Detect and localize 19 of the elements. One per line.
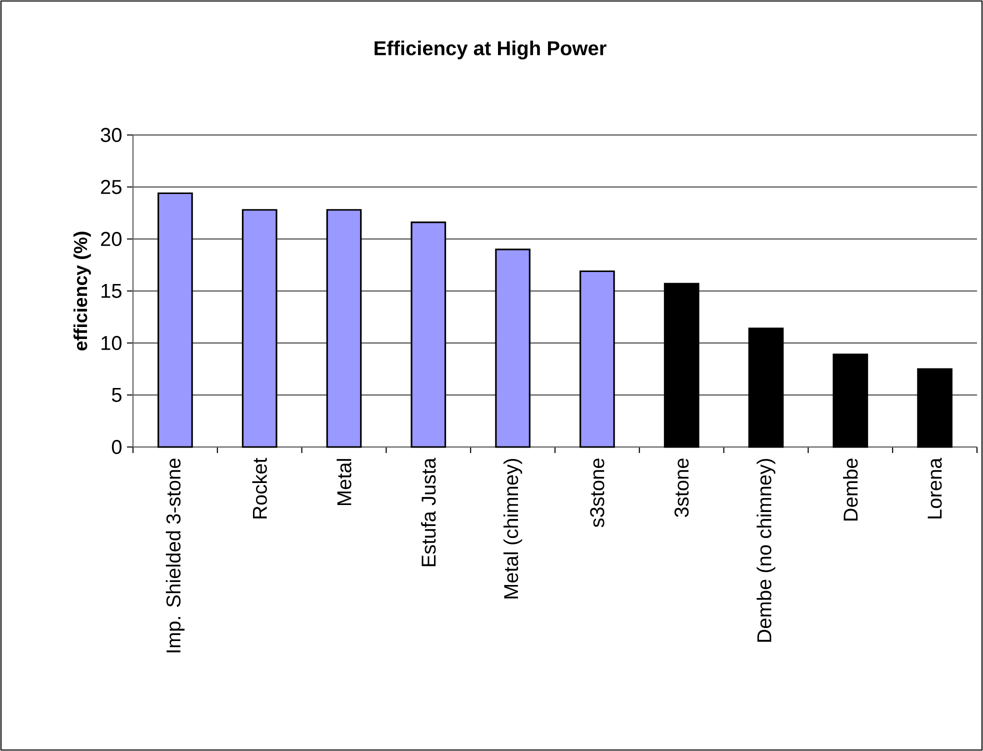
x-tick-label: Metal (chimney)	[503, 458, 522, 598]
y-tick-label: 25	[101, 180, 122, 194]
x-tick-label: Lorena	[928, 458, 942, 518]
x-tick-label: Dembe (no chimney)	[756, 459, 776, 642]
y-tick-label: 15	[102, 284, 122, 298]
chart-title: Efficiency at High Power	[374, 40, 606, 60]
x-tick-label: Dembe	[843, 458, 858, 521]
x-tick-label: Metal	[336, 459, 352, 505]
x-tick-label: Rocket	[252, 458, 267, 518]
y-tick-label: 20	[101, 232, 122, 246]
x-tick-label: Imp. Shielded 3-stone	[166, 458, 185, 652]
y-tick-label: 30	[100, 128, 122, 142]
x-tick-label: Estufa Justa	[421, 458, 436, 566]
y-tick-label: 10	[102, 336, 122, 350]
y-tick-label: 0	[112, 440, 122, 454]
x-tick-label: s3stone	[590, 458, 604, 528]
y-tick-label: 5	[112, 388, 122, 402]
y-axis-title: efficiency (%)	[73, 232, 91, 350]
x-tick-label: 3stone	[674, 458, 689, 518]
